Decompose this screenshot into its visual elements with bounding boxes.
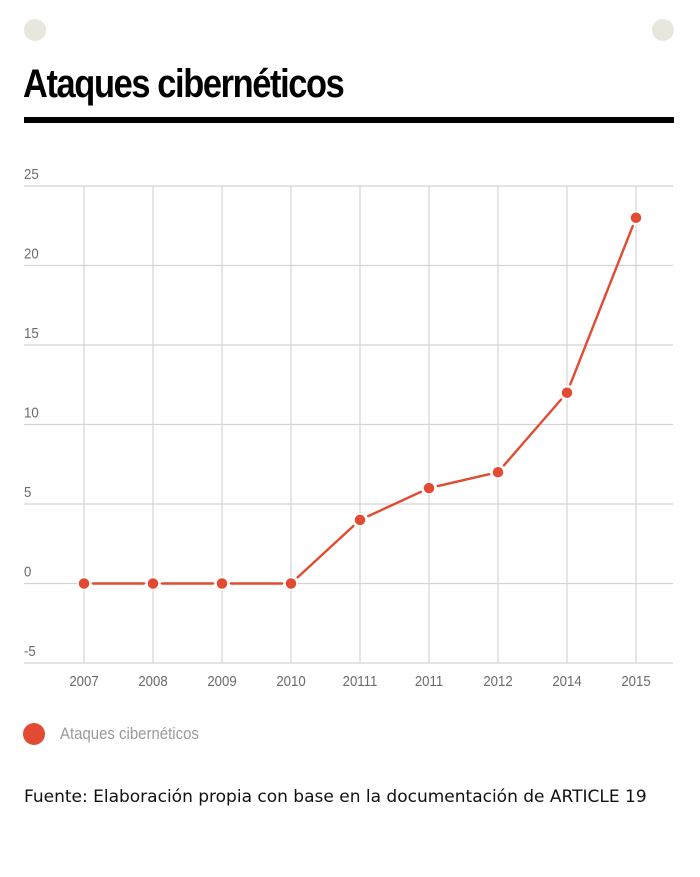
data-point	[629, 211, 643, 225]
series-segment	[502, 398, 563, 467]
data-point	[560, 385, 574, 400]
series-segment	[296, 524, 355, 579]
data-point	[491, 465, 505, 479]
legend[interactable]: Ataques cibernéticos	[23, 723, 218, 745]
x-tick-label: 2015	[621, 672, 650, 689]
data-point	[284, 576, 298, 591]
horizontal-gridlines	[24, 185, 673, 664]
data-point	[146, 576, 160, 591]
y-tick-label: -5	[24, 642, 36, 659]
data-point	[77, 576, 91, 591]
x-tick-label: 2012	[483, 672, 512, 689]
y-tick-label: 20	[24, 245, 39, 262]
x-tick-label: 2010	[276, 672, 305, 689]
x-tick-label: 2011	[415, 672, 443, 689]
source-note: Fuente: Elaboración propia con base en l…	[24, 787, 647, 807]
decorative-dot-right	[652, 19, 674, 41]
y-tick-label: 0	[24, 563, 31, 580]
x-tick-label: 20111	[343, 672, 378, 689]
series-line	[91, 224, 634, 585]
x-axis-labels: 2007 2008 2009 2010 20111 2011 2012 2014 2015	[69, 672, 650, 689]
series-segment	[366, 490, 423, 518]
series-points	[77, 211, 643, 591]
series-segment	[569, 224, 634, 386]
data-point	[215, 576, 229, 591]
y-tick-label: 15	[24, 324, 39, 341]
y-tick-label: 25	[24, 165, 39, 182]
x-tick-label: 2008	[138, 672, 167, 689]
chart-title: Ataques cibernéticos	[23, 62, 345, 106]
y-tick-label: 10	[24, 404, 39, 421]
legend-swatch-icon	[23, 723, 45, 745]
x-tick-label: 2014	[552, 672, 581, 689]
legend-label: Ataques cibernéticos	[60, 724, 199, 743]
decorative-dot-left	[24, 19, 46, 41]
data-point	[353, 513, 367, 527]
x-tick-label: 2007	[69, 672, 98, 689]
title-underline	[24, 117, 674, 123]
data-point	[422, 481, 436, 495]
y-axis-labels: 25 20 15 10 5 0 -5	[24, 165, 39, 659]
x-tick-label: 2009	[207, 672, 236, 689]
series-segment	[436, 473, 491, 488]
y-tick-label: 5	[24, 483, 31, 500]
